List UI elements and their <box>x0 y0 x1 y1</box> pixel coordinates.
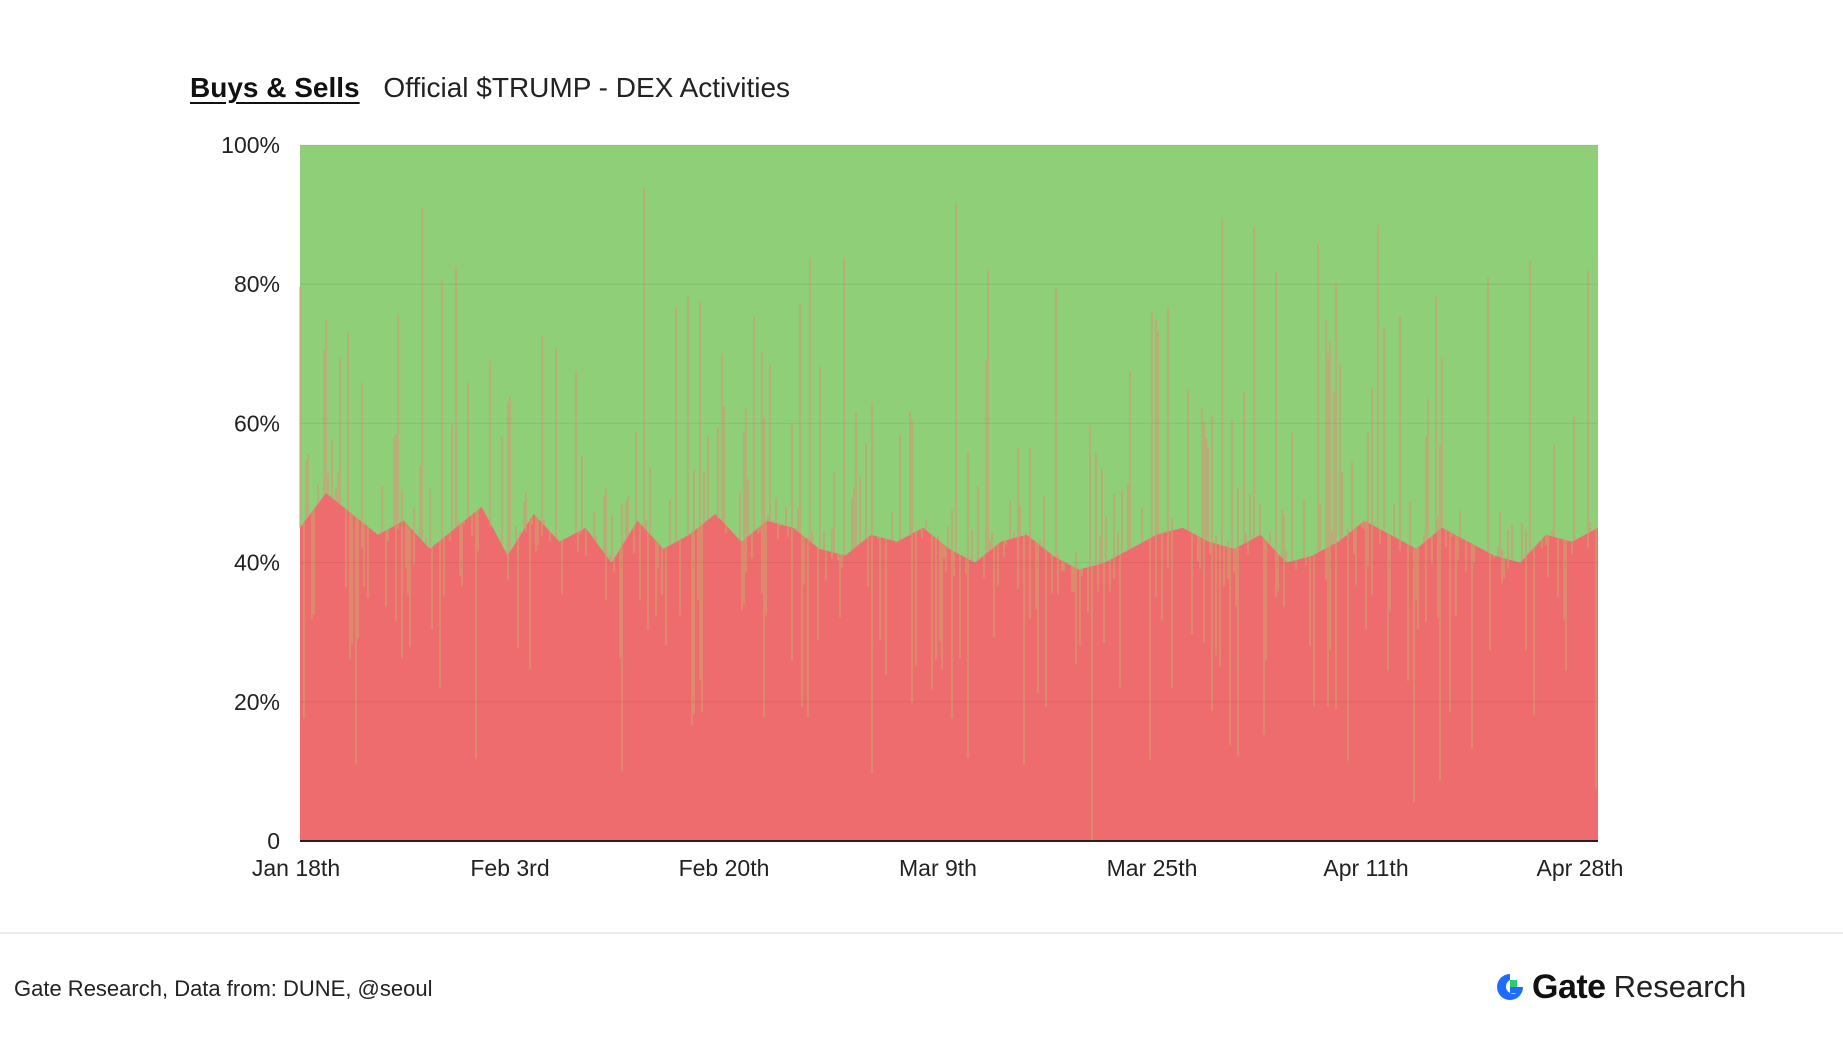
x-tick-label: Feb 20th <box>679 855 770 881</box>
chart-subtitle: Official $TRUMP - DEX Activities <box>383 72 791 103</box>
chart-header: Buys & Sells Official $TRUMP - DEX Activ… <box>190 72 790 104</box>
x-tick-label: Apr 11th <box>1323 855 1408 881</box>
x-tick-label: Mar 9th <box>899 855 977 881</box>
y-tick-label: 80% <box>234 271 280 297</box>
x-tick-label: Feb 3rd <box>470 855 549 881</box>
x-tick-label: Mar 25th <box>1107 855 1198 881</box>
gate-logo-icon <box>1497 974 1523 1000</box>
brand-suffix: Research <box>1613 969 1747 1004</box>
brand-name: Gate <box>1532 967 1606 1006</box>
x-tick-label: Apr 28th <box>1537 855 1624 881</box>
footer-divider <box>0 932 1843 934</box>
sells-area <box>300 493 1598 841</box>
axis-layer: 0 20% 40% 60% 80% 100% Jan 18th Feb 3rd Feb 20th… <box>221 132 1623 881</box>
x-tick-label: Jan 18th <box>252 855 340 881</box>
y-tick-label: 40% <box>234 550 280 576</box>
grid-layer <box>300 144 1598 703</box>
y-tick-label: 100% <box>221 132 280 158</box>
brand-logo[interactable]: Gate Research <box>1494 966 1746 1008</box>
y-tick-label: 0 <box>267 828 280 854</box>
buys-sells-tab[interactable]: Buys & Sells <box>190 72 360 103</box>
y-tick-label: 60% <box>234 410 280 436</box>
source-note: Gate Research, Data from: DUNE, @seoul <box>14 976 433 1001</box>
y-tick-label: 20% <box>234 689 280 715</box>
plot-layer <box>299 145 1598 841</box>
volatility-spikes <box>299 187 1597 841</box>
